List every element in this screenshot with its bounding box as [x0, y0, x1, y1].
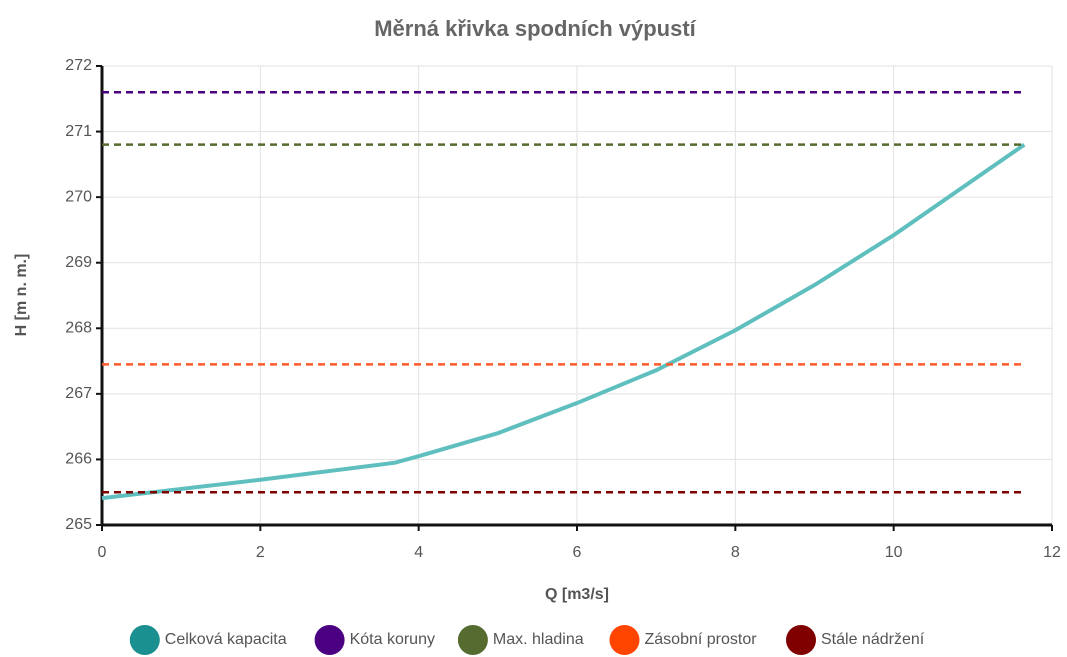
x-tick-label: 8	[731, 544, 740, 561]
x-tick-label: 4	[414, 544, 423, 561]
x-tick-label: 0	[98, 544, 107, 561]
legend-marker	[314, 625, 345, 655]
y-tick-label: 265	[65, 516, 92, 533]
x-tick-label: 12	[1043, 544, 1061, 561]
x-tick-label: 6	[573, 544, 582, 561]
legend-label: Zásobní prostor	[645, 631, 758, 648]
y-tick-label: 270	[65, 188, 92, 205]
chart-title: Měrná křivka spodních výpustí	[374, 16, 696, 41]
legend-label: Kóta koruny	[350, 631, 435, 648]
x-axis-title: Q [m3/s]	[545, 586, 609, 603]
legend-marker	[786, 625, 816, 655]
legend-marker	[457, 625, 488, 655]
legend-marker	[609, 625, 640, 655]
legend-marker	[129, 625, 160, 655]
y-tick-label: 269	[65, 254, 92, 271]
y-tick-label: 271	[65, 123, 92, 140]
y-tick-label: 267	[65, 385, 92, 402]
x-tick-label: 10	[885, 544, 903, 561]
x-tick-label: 2	[256, 544, 265, 561]
legend-label: Max. hladina	[493, 631, 584, 648]
legend-label: Stále nádržení	[821, 631, 925, 648]
series-line	[101, 143, 1026, 501]
legend-label: Celková kapacita	[165, 631, 287, 648]
y-tick-label: 272	[65, 57, 92, 74]
y-tick-label: 266	[65, 451, 92, 468]
y-tick-label: 268	[65, 320, 92, 337]
y-axis-title: H [m n. m.]	[13, 254, 30, 337]
